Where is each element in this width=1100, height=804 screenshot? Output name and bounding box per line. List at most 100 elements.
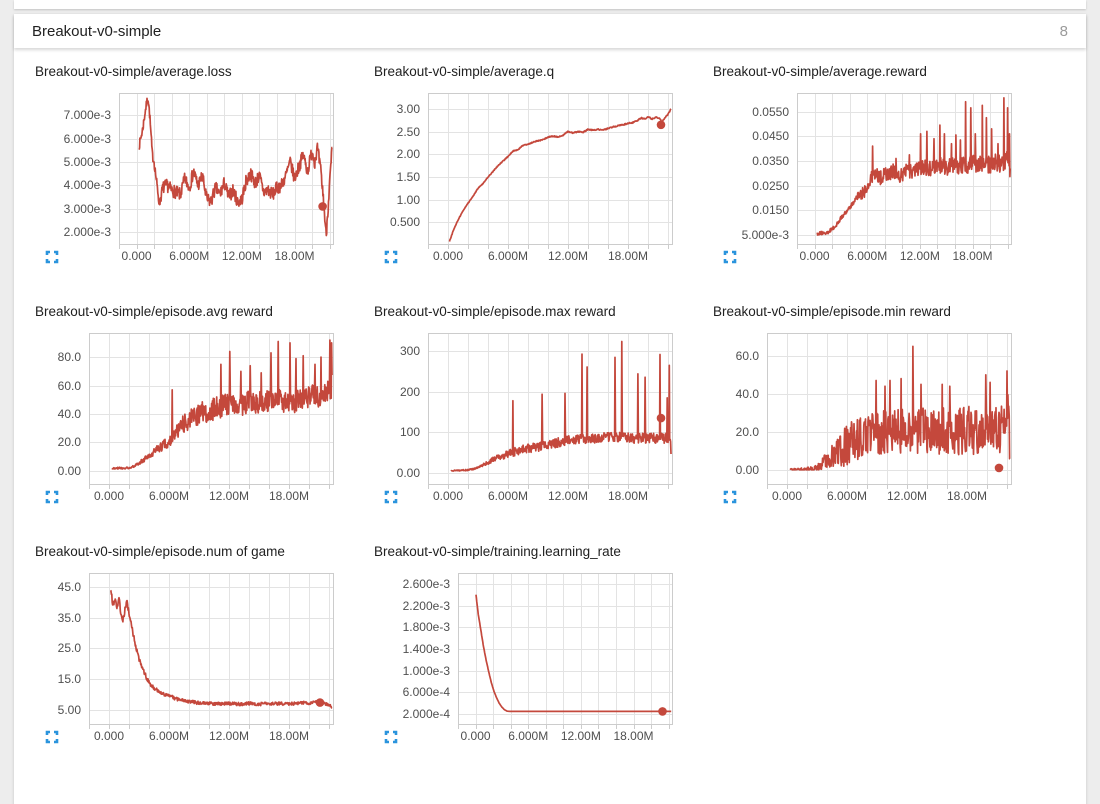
x-axis-tick-label: 6.000M	[148, 729, 190, 743]
y-axis-tick-label: 0.0350	[752, 153, 789, 168]
y-axis-tick-label: 7.000e-3	[63, 108, 111, 123]
y-axis-tick-label: 60.0	[735, 348, 759, 363]
y-axis-tick-label: 6.000e-4	[402, 685, 450, 700]
y-axis-tick-label: 40.0	[735, 386, 759, 401]
chart-title: Breakout-v0-simple/episode.min reward	[713, 304, 951, 319]
y-axis-tick-label: 15.0	[57, 671, 81, 686]
y-axis-tick-label: 2.00	[396, 147, 420, 162]
y-axis-tick-label: 1.000e-3	[402, 663, 450, 678]
x-axis-tick-label: 18.00M	[268, 489, 310, 503]
charts-grid: Breakout-v0-simple/average.loss 7.000e-3 6…	[35, 60, 1055, 780]
chart-card: Breakout-v0-simple/episode.min reward 60.…	[713, 300, 1052, 540]
chart-plot-area[interactable]	[428, 333, 673, 490]
y-axis-tick-label: 0.0450	[752, 129, 789, 144]
section-card: Breakout-v0-simple 8 Breakout-v0-simple/…	[14, 14, 1086, 804]
x-axis-tick-label: 12.00M	[547, 489, 589, 503]
chart-card: Breakout-v0-simple/average.q 3.00 2.50 2.00…	[374, 60, 713, 300]
chart-plot-area[interactable]	[89, 573, 334, 730]
fullscreen-expand-icon[interactable]	[723, 490, 737, 504]
section-title: Breakout-v0-simple	[32, 22, 162, 40]
chart-title: Breakout-v0-simple/average.q	[374, 64, 555, 79]
y-axis-tick-label: 0.00	[735, 462, 759, 477]
x-axis-tick-label: 18.00M	[274, 249, 315, 263]
y-axis-tick-label: 2.600e-3	[402, 576, 450, 591]
y-axis-tick-label: 2.000e-4	[402, 707, 450, 722]
x-axis-tick-label: 12.00M	[899, 249, 940, 263]
chart-card: Breakout-v0-simple/average.reward 0.0550 0…	[713, 60, 1052, 300]
x-axis-tick-label: 18.00M	[952, 249, 993, 263]
chart-plot-area[interactable]	[767, 333, 1012, 490]
fullscreen-expand-icon[interactable]	[45, 250, 59, 264]
x-axis-tick-label: 12.00M	[208, 489, 250, 503]
fullscreen-expand-icon[interactable]	[723, 250, 737, 264]
fullscreen-expand-icon[interactable]	[384, 250, 398, 264]
section-header[interactable]: Breakout-v0-simple 8	[14, 14, 1086, 48]
y-axis-tick-label: 1.400e-3	[402, 642, 450, 656]
y-axis-tick-label: 1.00	[396, 192, 420, 207]
x-axis-tick-label: 0.000	[93, 729, 125, 743]
y-axis-tick-label: 6.000e-3	[63, 131, 111, 146]
fullscreen-expand-icon[interactable]	[45, 730, 59, 744]
y-axis-tick-label: 0.500	[389, 215, 420, 230]
y-axis-tick-label: 0.00	[396, 465, 420, 480]
x-axis-tick-label: 0.000	[93, 489, 125, 503]
x-axis-tick-label: 0.000	[121, 249, 152, 263]
y-axis-tick-label: 35.0	[57, 610, 81, 625]
previous-section-card-edge	[14, 0, 1086, 9]
x-axis-tick-label: 18.00M	[268, 729, 310, 743]
x-axis-tick-label: 18.00M	[607, 249, 649, 263]
fullscreen-expand-icon[interactable]	[384, 730, 398, 744]
chart-title: Breakout-v0-simple/training.learning_rat…	[374, 544, 621, 559]
fullscreen-expand-icon[interactable]	[45, 490, 59, 504]
x-axis-tick-label: 18.00M	[607, 489, 649, 503]
chart-card: Breakout-v0-simple/episode.num of game 45…	[35, 540, 374, 780]
y-axis-tick-label: 2.000e-3	[63, 225, 111, 240]
y-axis-tick-label: 20.0	[735, 424, 759, 439]
x-axis-tick-label: 18.00M	[613, 729, 654, 743]
y-axis-tick-label: 5.000e-3	[741, 228, 789, 243]
y-axis-tick-label: 45.0	[57, 579, 81, 594]
x-axis-tick-label: 12.00M	[221, 249, 262, 263]
x-axis-tick-label: 6.000M	[487, 489, 529, 503]
y-axis-tick-label: 0.0250	[752, 178, 789, 193]
chart-title: Breakout-v0-simple/episode.avg reward	[35, 304, 273, 319]
x-axis-tick-label: 12.00M	[547, 249, 589, 263]
y-axis-tick-label: 4.000e-3	[63, 178, 111, 193]
chart-title: Breakout-v0-simple/average.loss	[35, 64, 232, 79]
section-body: Breakout-v0-simple/average.loss 7.000e-3 6…	[14, 48, 1086, 804]
chart-plot-area[interactable]	[797, 93, 1012, 250]
chart-plot-area[interactable]	[119, 93, 334, 250]
chart-plot-area[interactable]	[89, 333, 334, 490]
x-axis-tick-label: 6.000M	[508, 729, 549, 743]
y-axis-tick-label: 3.000e-3	[63, 201, 111, 216]
x-axis-tick-label: 12.00M	[886, 489, 928, 503]
chart-card: Breakout-v0-simple/episode.avg reward 80.…	[35, 300, 374, 540]
x-axis-tick-label: 6.000M	[826, 489, 868, 503]
x-axis-tick-label: 6.000M	[148, 489, 190, 503]
y-axis-tick-label: 1.50	[396, 169, 420, 184]
y-axis-tick-label: 0.0150	[752, 203, 789, 218]
y-axis-tick-label: 100	[399, 425, 420, 440]
y-axis-tick-label: 25.0	[57, 641, 81, 656]
y-axis-tick-label: 300	[399, 344, 420, 359]
chart-plot-area[interactable]	[428, 93, 673, 250]
x-axis-tick-label: 12.00M	[560, 729, 601, 743]
chart-card: Breakout-v0-simple/training.learning_rat…	[374, 540, 713, 780]
chart-title: Breakout-v0-simple/episode.max reward	[374, 304, 616, 319]
x-axis-tick-label: 0.000	[432, 249, 464, 263]
chart-title: Breakout-v0-simple/episode.num of game	[35, 544, 285, 559]
x-axis-tick-label: 6.000M	[847, 249, 888, 263]
y-axis-tick-label: 3.00	[396, 101, 420, 116]
chart-title: Breakout-v0-simple/average.reward	[713, 64, 927, 79]
fullscreen-expand-icon[interactable]	[384, 490, 398, 504]
x-axis-tick-label: 0.000	[771, 489, 803, 503]
chart-count-badge: 8	[1059, 22, 1068, 40]
y-axis-tick-label: 1.800e-3	[402, 620, 450, 635]
y-axis-tick-label: 60.0	[57, 378, 81, 393]
y-axis-tick-label: 0.00	[57, 463, 81, 478]
chart-card: Breakout-v0-simple/episode.max reward 300…	[374, 300, 713, 540]
y-axis-tick-label: 5.000e-3	[63, 154, 111, 169]
chart-plot-area[interactable]	[458, 573, 673, 730]
y-axis-tick-label: 2.50	[396, 124, 420, 139]
